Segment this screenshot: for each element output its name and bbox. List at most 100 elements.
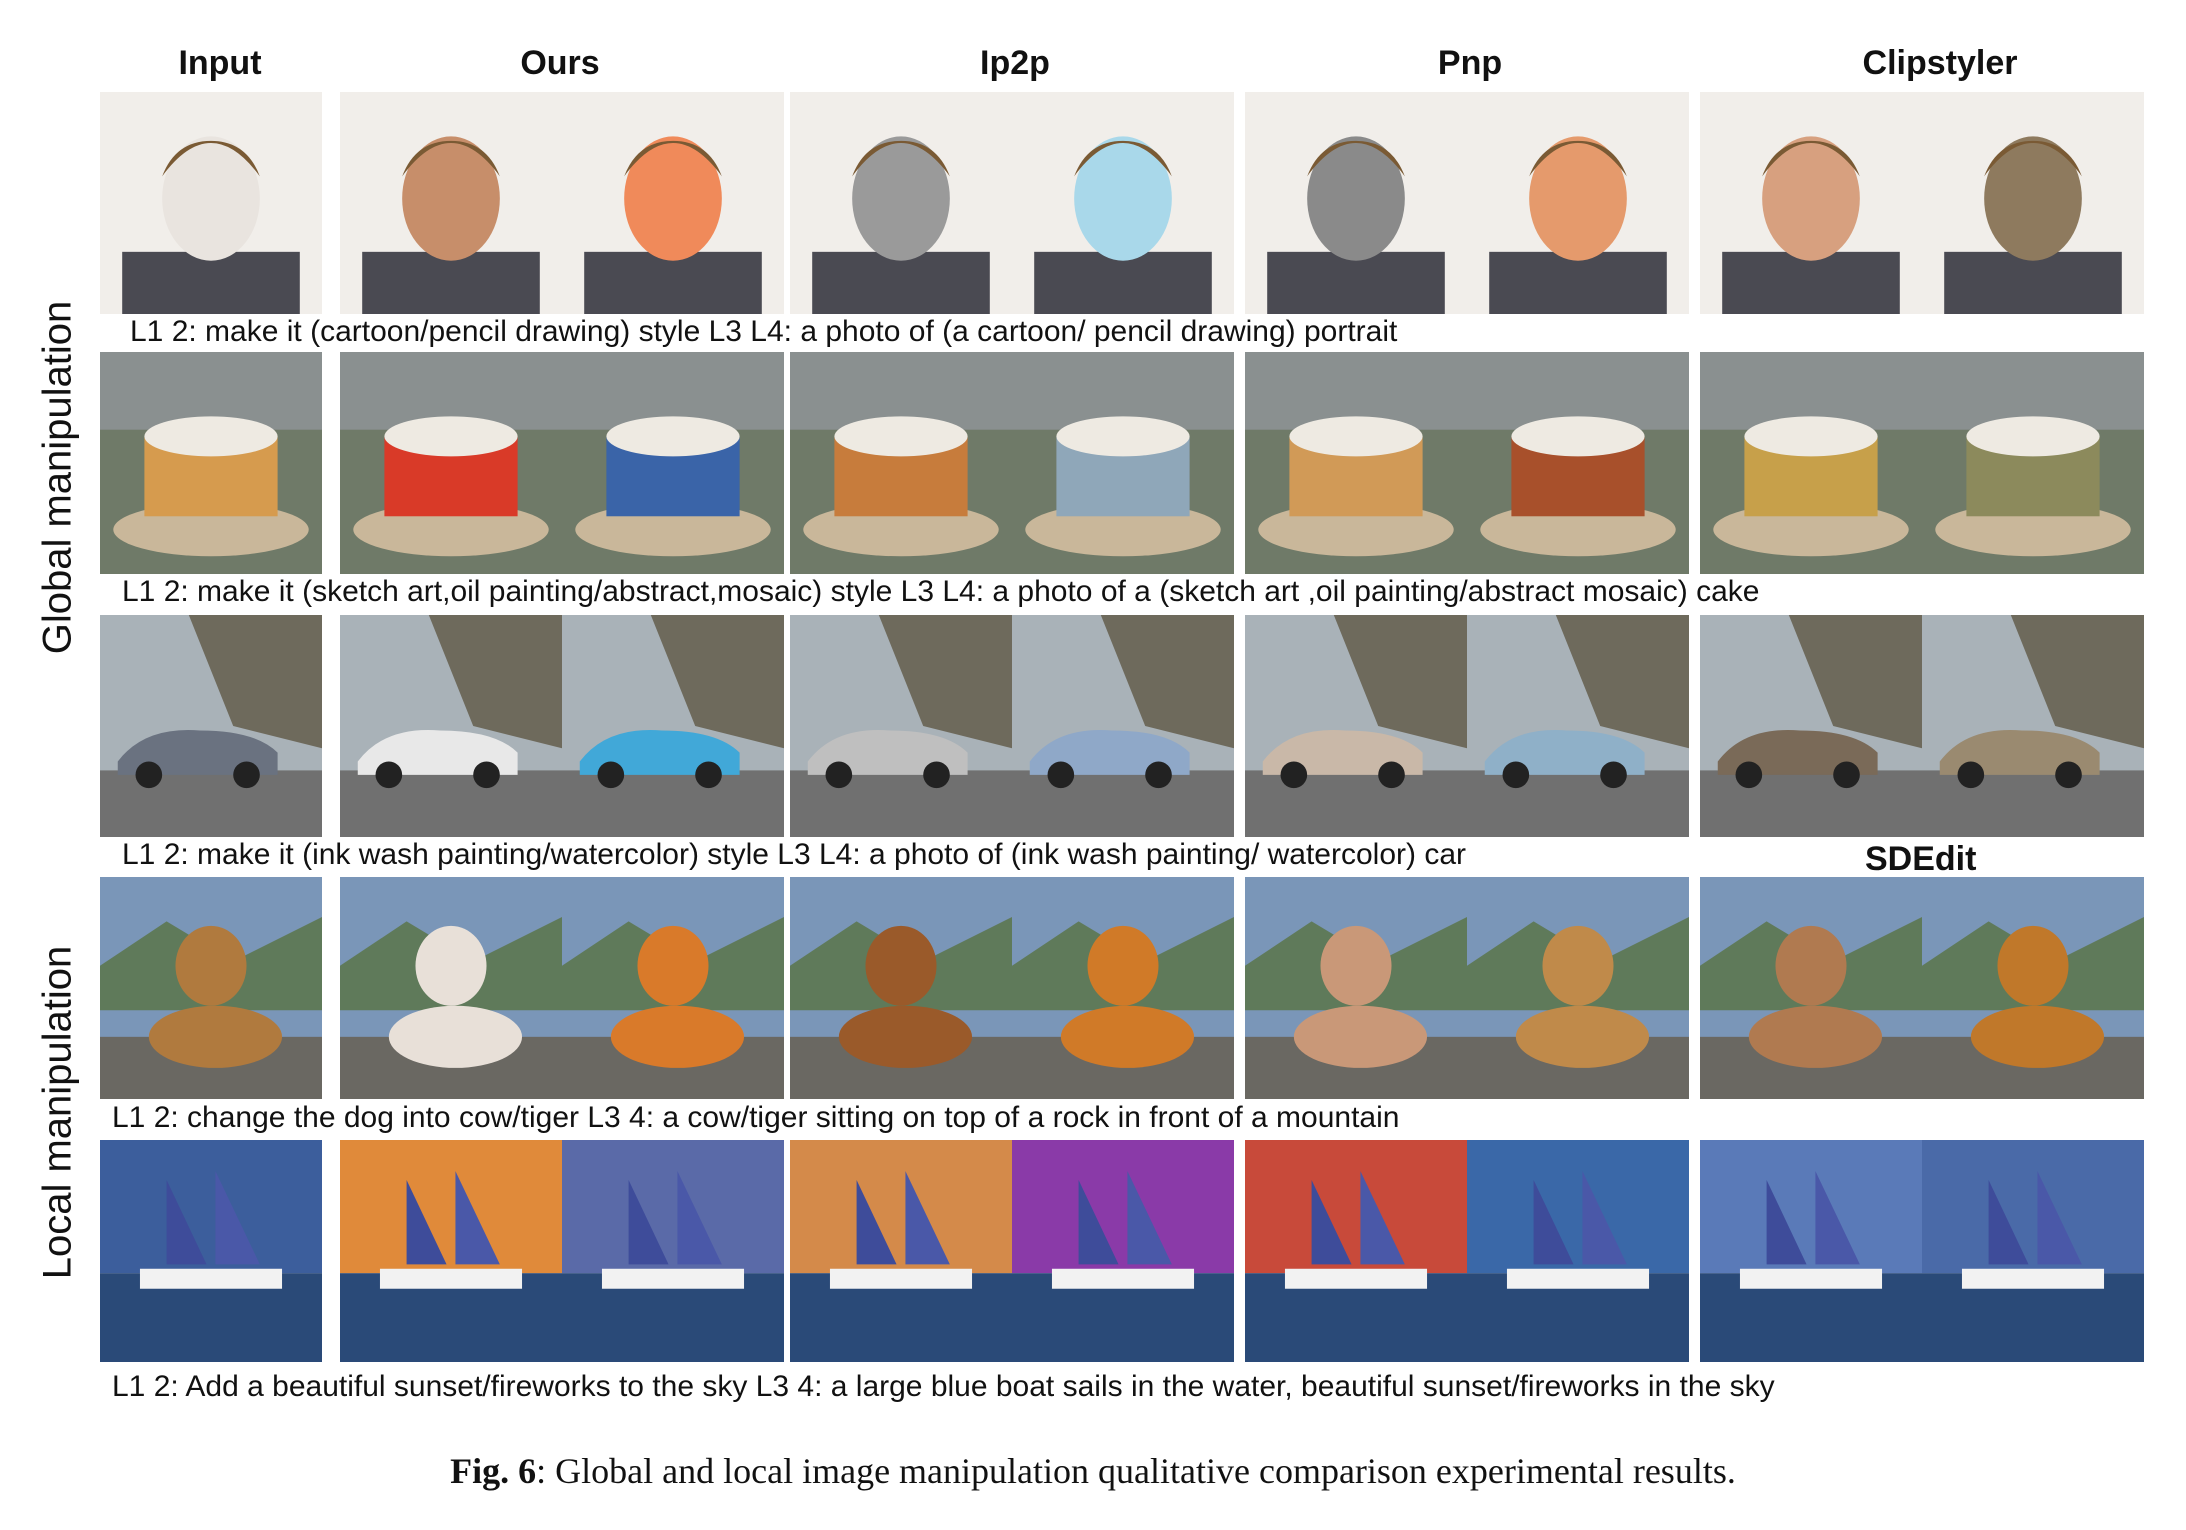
car-thumbnail [1245, 615, 1467, 837]
portrait-image-ours-b [562, 92, 784, 314]
boat-image-ours-a [340, 1140, 562, 1362]
cake-thumbnail [562, 352, 784, 574]
boat-thumbnail [340, 1140, 562, 1362]
boat-thumbnail [1012, 1140, 1234, 1362]
portrait-image-ip2p-a [790, 92, 1012, 314]
animal-image-input [100, 877, 322, 1099]
cake-image-pnp-b [1467, 352, 1689, 574]
car-image-input [100, 615, 322, 837]
car-thumbnail [100, 615, 322, 837]
image-row-cake [100, 352, 2150, 574]
car-thumbnail [340, 615, 562, 837]
boat-thumbnail [1700, 1140, 1922, 1362]
car-image-pnp-a [1245, 615, 1467, 837]
column-header-pnp: Pnp [1437, 44, 1503, 82]
cake-thumbnail [1467, 352, 1689, 574]
boat-thumbnail [1467, 1140, 1689, 1362]
car-image-ours-b [562, 615, 784, 837]
cake-image-input [100, 352, 322, 574]
cake-thumbnail [100, 352, 322, 574]
animal-image-pnp-a [1245, 877, 1467, 1099]
animal-thumbnail [562, 877, 784, 1099]
portrait-thumbnail [340, 92, 562, 314]
portrait-image-other-b [1922, 92, 2144, 314]
car-image-ip2p-a [790, 615, 1012, 837]
car-thumbnail [562, 615, 784, 837]
portrait-image-pnp-b [1467, 92, 1689, 314]
side-label-local: Local manipulation [35, 945, 80, 1280]
car-image-other-a [1700, 615, 1922, 837]
car-image-other-b [1922, 615, 2144, 837]
image-row-car [100, 615, 2150, 837]
cake-image-other-b [1922, 352, 2144, 574]
car-thumbnail [1467, 615, 1689, 837]
prompt-row-portrait: L1 2: make it (cartoon/pencil drawing) s… [130, 315, 1398, 348]
animal-thumbnail [1700, 877, 1922, 1099]
animal-thumbnail [1245, 877, 1467, 1099]
portrait-thumbnail [1012, 92, 1234, 314]
car-thumbnail [790, 615, 1012, 837]
boat-image-pnp-b [1467, 1140, 1689, 1362]
animal-thumbnail [1922, 877, 2144, 1099]
animal-image-ip2p-b [1012, 877, 1234, 1099]
animal-image-other-b [1922, 877, 2144, 1099]
car-image-pnp-b [1467, 615, 1689, 837]
portrait-image-ip2p-b [1012, 92, 1234, 314]
animal-image-pnp-b [1467, 877, 1689, 1099]
animal-image-ours-a [340, 877, 562, 1099]
column-header-input: Input [178, 44, 262, 82]
portrait-thumbnail [1467, 92, 1689, 314]
animal-thumbnail [790, 877, 1012, 1099]
caption-text: : Global and local image manipulation qu… [536, 1451, 1736, 1491]
cake-thumbnail [790, 352, 1012, 574]
cake-image-ip2p-a [790, 352, 1012, 574]
car-thumbnail [1012, 615, 1234, 837]
animal-image-other-a [1700, 877, 1922, 1099]
boat-image-ip2p-b [1012, 1140, 1234, 1362]
portrait-thumbnail [562, 92, 784, 314]
animal-thumbnail [100, 877, 322, 1099]
side-label-global: Global manipulation [35, 300, 80, 655]
cake-image-ours-a [340, 352, 562, 574]
column-header-ip2p: Ip2p [980, 44, 1050, 82]
animal-thumbnail [340, 877, 562, 1099]
car-thumbnail [1700, 615, 1922, 837]
prompt-row-animal: L1 2: change the dog into cow/tiger L3 4… [112, 1101, 1400, 1134]
portrait-image-other-a [1700, 92, 1922, 314]
portrait-thumbnail [1245, 92, 1467, 314]
column-header-sdedit: SDEdit [1865, 840, 1977, 878]
figure-caption: Fig. 6: Global and local image manipulat… [0, 1450, 2186, 1492]
car-image-ours-a [340, 615, 562, 837]
boat-thumbnail [1922, 1140, 2144, 1362]
cake-thumbnail [1245, 352, 1467, 574]
cake-image-ip2p-b [1012, 352, 1234, 574]
car-thumbnail [1922, 615, 2144, 837]
cake-thumbnail [340, 352, 562, 574]
column-header-ours: Ours [520, 44, 600, 82]
cake-image-other-a [1700, 352, 1922, 574]
cake-image-pnp-a [1245, 352, 1467, 574]
animal-thumbnail [1012, 877, 1234, 1099]
portrait-thumbnail [1700, 92, 1922, 314]
boat-thumbnail [1245, 1140, 1467, 1362]
animal-image-ours-b [562, 877, 784, 1099]
portrait-thumbnail [100, 92, 322, 314]
portrait-image-pnp-a [1245, 92, 1467, 314]
portrait-image-ours-a [340, 92, 562, 314]
boat-image-other-a [1700, 1140, 1922, 1362]
prompt-row-boat: L1 2: Add a beautiful sunset/fireworks t… [112, 1370, 1775, 1403]
cake-thumbnail [1922, 352, 2144, 574]
caption-label: Fig. 6 [450, 1451, 537, 1491]
boat-thumbnail [100, 1140, 322, 1362]
car-image-ip2p-b [1012, 615, 1234, 837]
image-row-boat [100, 1140, 2150, 1362]
cake-thumbnail [1012, 352, 1234, 574]
cake-thumbnail [1700, 352, 1922, 574]
boat-thumbnail [562, 1140, 784, 1362]
portrait-thumbnail [790, 92, 1012, 314]
animal-image-ip2p-a [790, 877, 1012, 1099]
boat-image-other-b [1922, 1140, 2144, 1362]
boat-image-pnp-a [1245, 1140, 1467, 1362]
image-row-portrait [100, 92, 2150, 314]
